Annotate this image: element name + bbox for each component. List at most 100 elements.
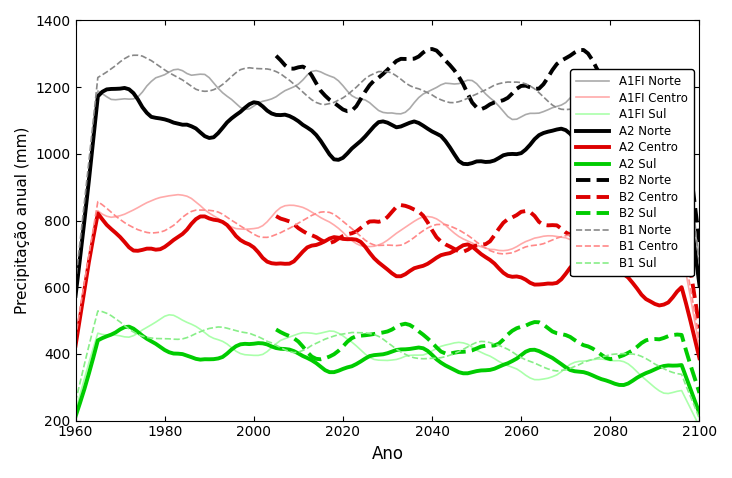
- A2 Centro: [619, 271, 628, 277]
- A1FI Norte: [75, 248, 84, 254]
- A2 Sul: [280, 346, 289, 352]
- B1 Norte: [695, 263, 704, 269]
- A2 Centro: [71, 343, 80, 348]
- B1 Sul: [94, 308, 102, 314]
- B1 Sul: [71, 399, 80, 404]
- B2 Sul: [499, 337, 508, 342]
- Line: B1 Centro: B1 Centro: [75, 202, 700, 341]
- Line: A2 Norte: A2 Norte: [75, 88, 700, 296]
- A2 Sul: [619, 382, 628, 388]
- B2 Norte: [329, 100, 338, 106]
- B1 Norte: [133, 53, 142, 58]
- A2 Centro: [606, 263, 615, 269]
- B2 Centro: [392, 204, 401, 210]
- Line: B2 Sul: B2 Sul: [276, 322, 700, 393]
- A1FI Norte: [619, 107, 628, 113]
- A2 Centro: [695, 355, 704, 361]
- A1FI Sul: [668, 390, 677, 395]
- B2 Sul: [272, 326, 280, 332]
- B1 Norte: [619, 85, 628, 90]
- A2 Sul: [695, 411, 704, 416]
- B2 Sul: [392, 324, 401, 330]
- A2 Sul: [71, 413, 80, 419]
- B2 Centro: [272, 213, 280, 219]
- A1FI Sul: [75, 392, 84, 398]
- A2 Centro: [668, 294, 677, 300]
- A1FI Sul: [695, 424, 704, 429]
- B1 Centro: [111, 213, 120, 219]
- B2 Sul: [695, 390, 704, 396]
- B2 Sul: [455, 349, 463, 355]
- A2 Norte: [695, 282, 704, 288]
- A2 Norte: [619, 172, 628, 178]
- B2 Centro: [504, 217, 512, 222]
- Legend: A1FI Norte, A1FI Centro, A1FI Sul, A2 Norte, A2 Centro, A2 Sul, B2 Norte, B2 Cen: A1FI Norte, A1FI Centro, A1FI Sul, A2 No…: [570, 69, 693, 276]
- B1 Sul: [111, 316, 120, 322]
- A2 Norte: [606, 164, 615, 170]
- B2 Centro: [329, 239, 338, 244]
- A1FI Sul: [606, 358, 615, 363]
- A1FI Sul: [71, 408, 80, 414]
- Line: A1FI Sul: A1FI Sul: [75, 315, 700, 426]
- B1 Centro: [71, 336, 80, 341]
- B1 Centro: [75, 306, 84, 312]
- Line: B1 Sul: B1 Sul: [75, 311, 700, 419]
- B2 Norte: [504, 95, 512, 101]
- A2 Sul: [668, 363, 677, 369]
- B1 Norte: [668, 103, 677, 109]
- A2 Centro: [111, 230, 120, 236]
- B2 Norte: [427, 46, 436, 52]
- A2 Centro: [94, 211, 102, 217]
- B2 Norte: [490, 99, 498, 105]
- A1FI Norte: [71, 287, 80, 293]
- Y-axis label: Precipitação anual (mm): Precipitação anual (mm): [15, 127, 30, 314]
- B1 Norte: [75, 239, 84, 245]
- A2 Norte: [668, 162, 677, 167]
- B1 Centro: [280, 228, 289, 233]
- A2 Sul: [75, 400, 84, 406]
- A2 Sul: [124, 324, 133, 329]
- A1FI Norte: [173, 66, 182, 72]
- A1FI Centro: [107, 215, 116, 220]
- A1FI Centro: [619, 264, 628, 270]
- A2 Centro: [75, 315, 84, 320]
- A1FI Centro: [280, 203, 289, 208]
- A1FI Centro: [695, 346, 704, 351]
- A2 Sul: [107, 332, 116, 337]
- B2 Centro: [664, 211, 673, 217]
- Line: A2 Sul: A2 Sul: [75, 326, 700, 416]
- B2 Norte: [272, 53, 280, 59]
- B1 Centro: [606, 254, 615, 260]
- A1FI Sul: [165, 312, 173, 318]
- A2 Norte: [107, 86, 116, 92]
- A1FI Norte: [668, 125, 677, 131]
- X-axis label: Ano: Ano: [371, 445, 403, 463]
- B1 Norte: [71, 280, 80, 285]
- Line: A1FI Norte: A1FI Norte: [75, 69, 700, 290]
- B2 Sul: [485, 343, 494, 348]
- A1FI Centro: [668, 248, 677, 254]
- B2 Norte: [459, 81, 468, 87]
- B2 Sul: [664, 333, 673, 339]
- B1 Norte: [606, 92, 615, 98]
- B2 Centro: [459, 249, 468, 255]
- A1FI Norte: [606, 95, 615, 100]
- B1 Centro: [668, 239, 677, 245]
- A1FI Norte: [107, 97, 116, 102]
- Line: B2 Norte: B2 Norte: [276, 49, 700, 242]
- Line: B2 Centro: B2 Centro: [276, 205, 700, 328]
- A1FI Sul: [619, 359, 628, 365]
- A2 Norte: [71, 293, 80, 299]
- B2 Norte: [695, 239, 704, 245]
- A2 Norte: [120, 85, 129, 91]
- B1 Sul: [695, 416, 704, 422]
- A1FI Centro: [71, 339, 80, 345]
- A2 Norte: [280, 112, 289, 118]
- Line: A1FI Centro: A1FI Centro: [75, 195, 700, 348]
- A2 Centro: [280, 261, 289, 267]
- A2 Sul: [606, 379, 615, 385]
- Line: B1 Norte: B1 Norte: [75, 55, 700, 282]
- B2 Norte: [392, 58, 401, 64]
- B1 Norte: [280, 74, 289, 80]
- B1 Sul: [668, 369, 677, 375]
